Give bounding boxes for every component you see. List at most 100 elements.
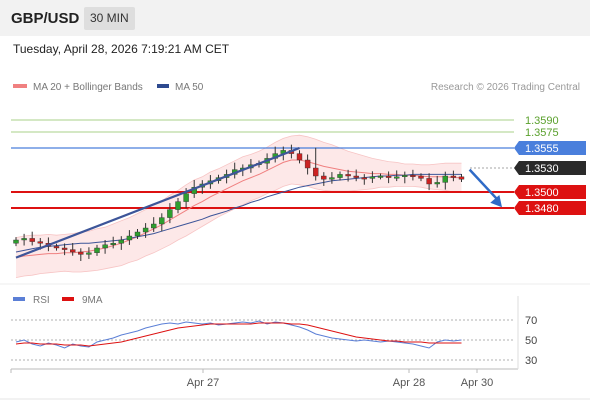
candle [13,237,19,247]
candle [377,173,384,180]
candle-body [159,217,165,225]
legend-ma20-swatch [13,84,27,88]
candle-body [313,167,319,177]
candle-body [118,239,125,244]
source-credit: Research © 2026 Trading Central [431,82,580,93]
candle-body [69,249,76,253]
rsi-tick-label: 70 [525,315,537,327]
candle-body [175,201,181,210]
candle-body [337,174,343,178]
candle [159,213,165,232]
level-label-1: 1.3575 [525,127,559,139]
level-label-4: 1.3500 [525,187,559,199]
candle-body [450,175,457,178]
candle [110,236,116,249]
candle-body [37,241,43,244]
candle-body [142,227,149,233]
rsi-9ma-line [15,322,462,347]
candle-body [426,178,432,185]
candle-body [61,247,68,250]
rsi-line [15,320,462,349]
candle-body [329,177,335,180]
chart-panel [0,36,590,398]
price-levels [11,119,514,209]
header-bar: GBP/USD 30 MIN [0,0,590,36]
candle [304,154,311,175]
candle-body [296,153,303,161]
candle [313,147,319,181]
candle [402,171,408,184]
level-tag-5 [514,201,586,215]
candle-body [304,159,311,169]
legend-ma20-label: MA 20 + Bollinger Bands [33,82,143,93]
candle-body [94,247,100,253]
candle [458,174,465,182]
candle-body [442,175,448,183]
candle [442,171,448,190]
candle [69,243,76,256]
candle-body [134,231,141,237]
rsi-tick-label: 30 [525,355,537,367]
candle-body [78,251,84,255]
level-label-0: 1.3590 [525,115,559,127]
candle [329,172,335,184]
level-label-5: 1.3480 [525,203,559,215]
candle-body [377,175,384,178]
ma20-line [15,159,462,259]
candle [394,170,400,182]
candle [126,230,133,245]
candle [102,240,108,254]
symbol-title: GBP/USD [11,10,80,27]
candle-body [418,175,424,179]
legend-ma50-swatch [157,84,169,88]
level-label-2: 1.3555 [525,143,559,155]
legend-rsi-swatch [13,297,25,301]
candle [410,169,416,181]
candle-body [361,177,367,180]
candle-body [21,238,27,241]
candle [94,244,100,256]
candle [426,173,432,191]
candle-body [353,175,359,178]
candle [78,248,84,261]
candle-body [402,174,408,177]
candle [361,174,367,185]
rsi-tick-label: 50 [525,335,537,347]
candle [345,169,351,182]
candle [21,233,27,246]
timeframe-badge[interactable]: 30 MIN [84,7,135,30]
level-label-3: 1.3530 [525,163,559,175]
candle-body [86,252,92,255]
candle [134,229,141,239]
candle-body [458,176,465,180]
level-tag-3 [514,161,586,175]
rsi-lines [15,320,462,349]
candle-body [53,246,60,249]
x-tick-label: Apr 27 [187,377,219,389]
candle-body [321,175,327,180]
candle-body [167,209,173,218]
rsi-grid: 70 50 30 [11,315,537,367]
datetime-label: Tuesday, April 28, 2026 7:19:21 AM CET [13,42,230,56]
candle-body [434,182,440,185]
trendline [15,146,300,259]
trendline-group [15,146,502,259]
x-tick-label: Apr 28 [393,377,425,389]
candle-body [385,175,392,178]
candle-body [410,174,416,177]
level-tag-4 [514,185,586,199]
legend-rsi-label: RSI [33,295,50,306]
candle-body [394,176,400,179]
candle-body [369,176,376,179]
candle [450,170,457,182]
candle [167,203,173,224]
level-tag-2 [514,141,586,155]
candle-body [126,235,133,241]
candle-body [102,244,108,249]
candle [418,173,424,182]
candle [385,171,392,184]
candle [61,243,68,256]
candles [13,144,465,261]
